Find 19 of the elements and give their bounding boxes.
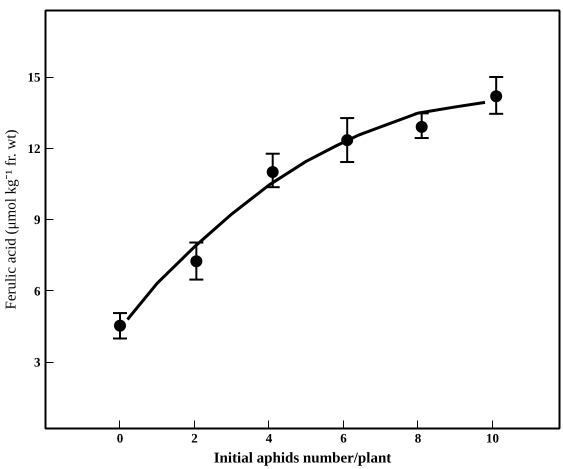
x-tick-label: 2 bbox=[191, 430, 198, 446]
y-tick-label: 15 bbox=[28, 70, 41, 84]
y-tick-label: 3 bbox=[34, 354, 41, 370]
x-tick-label: 10 bbox=[486, 430, 499, 446]
point bbox=[416, 120, 428, 133]
x-tick-label: 0 bbox=[116, 430, 124, 446]
x-tick-label: 4 bbox=[266, 430, 273, 446]
y-axis-title: Ferulic acid (μmol kg⁻¹ fr. wt) bbox=[4, 129, 20, 310]
y-tick-label: 12 bbox=[28, 140, 40, 156]
x-tick-label: 6 bbox=[340, 430, 348, 446]
x-axis-title: Initial aphids number/plant bbox=[214, 450, 392, 466]
y-tick-label: 6 bbox=[34, 283, 41, 298]
line-series bbox=[126, 100, 487, 321]
point bbox=[490, 90, 502, 102]
y-tick-label: 9 bbox=[34, 212, 41, 227]
point bbox=[114, 320, 126, 332]
point bbox=[266, 166, 279, 178]
x-tick-label: 8 bbox=[414, 430, 422, 446]
point bbox=[190, 255, 202, 268]
